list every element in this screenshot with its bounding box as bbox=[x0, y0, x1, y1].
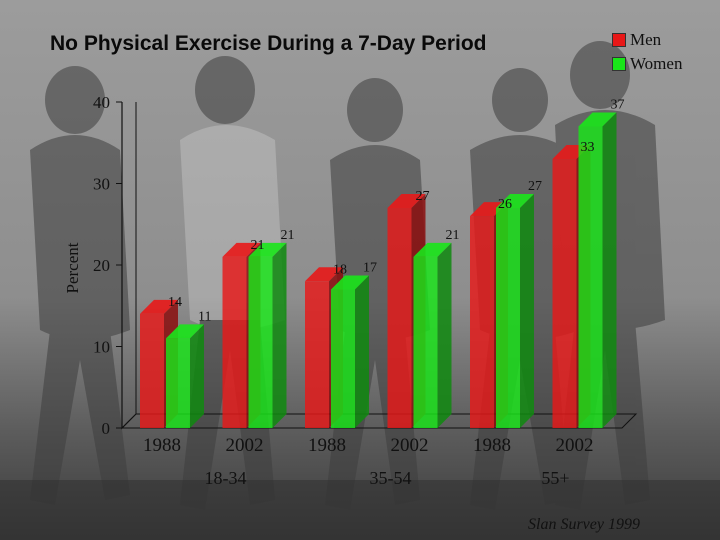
bar-side bbox=[190, 324, 204, 428]
bar-front bbox=[552, 159, 577, 429]
bar-top bbox=[248, 242, 287, 257]
bar-top bbox=[496, 193, 534, 208]
bar-top bbox=[222, 242, 261, 257]
bar-women-3 bbox=[413, 242, 452, 428]
chart-title: No Physical Exercise During a 7-Day Peri… bbox=[50, 32, 487, 55]
bar-front bbox=[470, 216, 494, 428]
x-tick-label: 2002 bbox=[556, 435, 594, 456]
bar-top bbox=[166, 324, 204, 339]
data-label: 26 bbox=[498, 197, 512, 212]
bar-front bbox=[331, 289, 355, 428]
data-label: 11 bbox=[198, 309, 211, 324]
group-label: 18-34 bbox=[205, 468, 247, 488]
x-tick-label: 1988 bbox=[473, 435, 511, 456]
data-label: 21 bbox=[251, 238, 265, 253]
floor-outline bbox=[122, 413, 638, 429]
data-label: 18 bbox=[333, 262, 347, 277]
group-label: 35-54 bbox=[370, 468, 412, 488]
group-label: 55+ bbox=[541, 468, 569, 488]
legend-item-men: Men bbox=[612, 28, 682, 52]
bar-front bbox=[578, 126, 603, 428]
y-axis-label: Percent bbox=[63, 242, 82, 293]
data-label: 27 bbox=[416, 189, 430, 204]
bar-top bbox=[140, 299, 178, 314]
bar-men-3 bbox=[387, 193, 426, 428]
bar-side bbox=[437, 242, 452, 428]
y-axis-ticks: 0 10 20 30 40 bbox=[93, 93, 122, 438]
x-tick-label: 2002 bbox=[391, 435, 429, 456]
bar-front bbox=[413, 256, 438, 428]
chart-bars bbox=[140, 112, 617, 429]
y-tick-label: 30 bbox=[93, 175, 110, 194]
data-label: 27 bbox=[528, 179, 542, 194]
legend-label-women: Women bbox=[630, 54, 683, 73]
data-label: 14 bbox=[168, 295, 182, 310]
bar-side bbox=[520, 193, 534, 428]
bar-front bbox=[305, 281, 329, 428]
bar-top bbox=[578, 112, 617, 127]
data-labels: 14 11 21 21 18 17 27 21 26 27 33 37 bbox=[168, 97, 625, 324]
y-tick-label: 20 bbox=[93, 256, 110, 275]
bar-front bbox=[166, 338, 190, 428]
data-label: 21 bbox=[281, 228, 295, 243]
x-tick-label: 2002 bbox=[226, 435, 264, 456]
bar-top bbox=[387, 193, 426, 208]
y-tick-label: 40 bbox=[93, 93, 110, 112]
bar-top bbox=[331, 275, 369, 290]
data-label: 17 bbox=[363, 260, 377, 275]
legend-swatch-men bbox=[612, 33, 626, 47]
bar-top bbox=[305, 267, 343, 282]
bar-women-1 bbox=[248, 242, 287, 428]
data-label: 37 bbox=[611, 97, 625, 112]
legend-item-women: Women bbox=[612, 52, 682, 76]
source-note: Slan Survey 1999 bbox=[528, 516, 640, 533]
x-axis-ticks: 1988 2002 1988 2002 1988 2002 18-34 35-54 55+ bbox=[143, 435, 594, 488]
data-label: 21 bbox=[446, 228, 460, 243]
bar-side bbox=[602, 112, 617, 428]
bar-women-4 bbox=[496, 193, 534, 428]
legend: Men Women bbox=[612, 28, 682, 76]
y-tick-label: 10 bbox=[93, 338, 110, 357]
bar-front bbox=[496, 207, 520, 428]
bar-women-5 bbox=[578, 112, 617, 428]
bar-front bbox=[140, 313, 164, 428]
bar-front bbox=[387, 207, 412, 428]
data-label: 33 bbox=[581, 140, 595, 155]
bar-front bbox=[248, 256, 273, 428]
bar-women-0 bbox=[166, 324, 204, 428]
legend-swatch-women bbox=[612, 57, 626, 71]
bar-front bbox=[222, 256, 247, 428]
y-axis-line bbox=[121, 102, 137, 430]
bar-top bbox=[413, 242, 452, 257]
bar-women-2 bbox=[331, 275, 369, 428]
legend-label-men: Men bbox=[630, 30, 662, 49]
bar-side bbox=[272, 242, 287, 428]
x-tick-label: 1988 bbox=[308, 435, 346, 456]
x-tick-label: 1988 bbox=[143, 435, 181, 456]
bar-side bbox=[355, 275, 369, 428]
y-tick-label: 0 bbox=[102, 419, 111, 438]
